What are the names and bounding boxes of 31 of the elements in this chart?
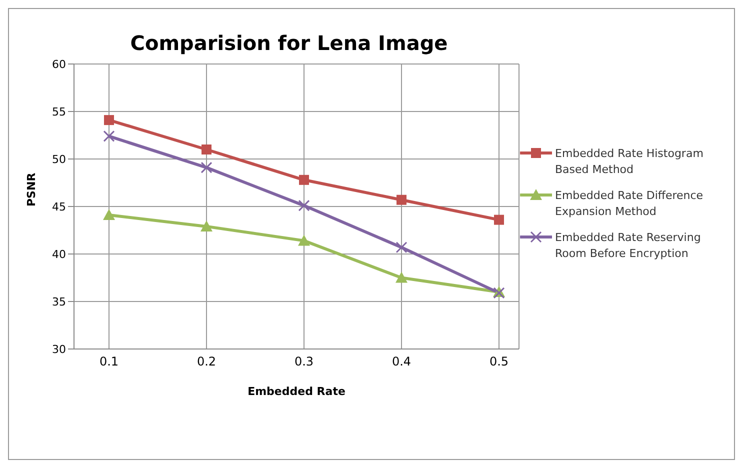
point (396, 272, 408, 283)
x-tick-label: 0.3 (294, 354, 314, 369)
point (396, 194, 406, 205)
y-tick-label: 40 (52, 248, 66, 261)
point (103, 130, 115, 142)
point (298, 234, 310, 246)
y-axis-title: PSNR (24, 172, 38, 206)
x-tick-label: 0.4 (392, 354, 412, 369)
point (396, 242, 408, 254)
y-tick-label: 35 (52, 295, 66, 308)
x-tick-label: 0.1 (99, 354, 119, 369)
point (104, 115, 114, 126)
y-tick-label: 55 (52, 105, 66, 118)
x-tick-label: 0.2 (196, 354, 216, 369)
legend-label: Embedded Rate Difference Expansion Method (555, 188, 704, 220)
x-axis-title: Embedded Rate (248, 385, 346, 398)
point (494, 214, 504, 225)
point (103, 209, 115, 220)
legend-label: Embedded Rate Histogram Based Method (555, 146, 704, 178)
point (299, 174, 309, 185)
y-tick-label: 30 (52, 342, 66, 356)
point (200, 220, 212, 232)
y-tick-label: 50 (52, 152, 66, 166)
y-tick-label: 60 (52, 58, 66, 71)
legend-label: Embedded Rate Reserving Room Before Encryption (555, 230, 702, 262)
point (202, 144, 212, 154)
y-tick-label: 45 (52, 200, 66, 214)
point (200, 162, 212, 174)
x-tick-label: 0.5 (489, 354, 509, 369)
point (298, 200, 310, 212)
chart-title: Comparision for Lena Image (129, 31, 449, 55)
